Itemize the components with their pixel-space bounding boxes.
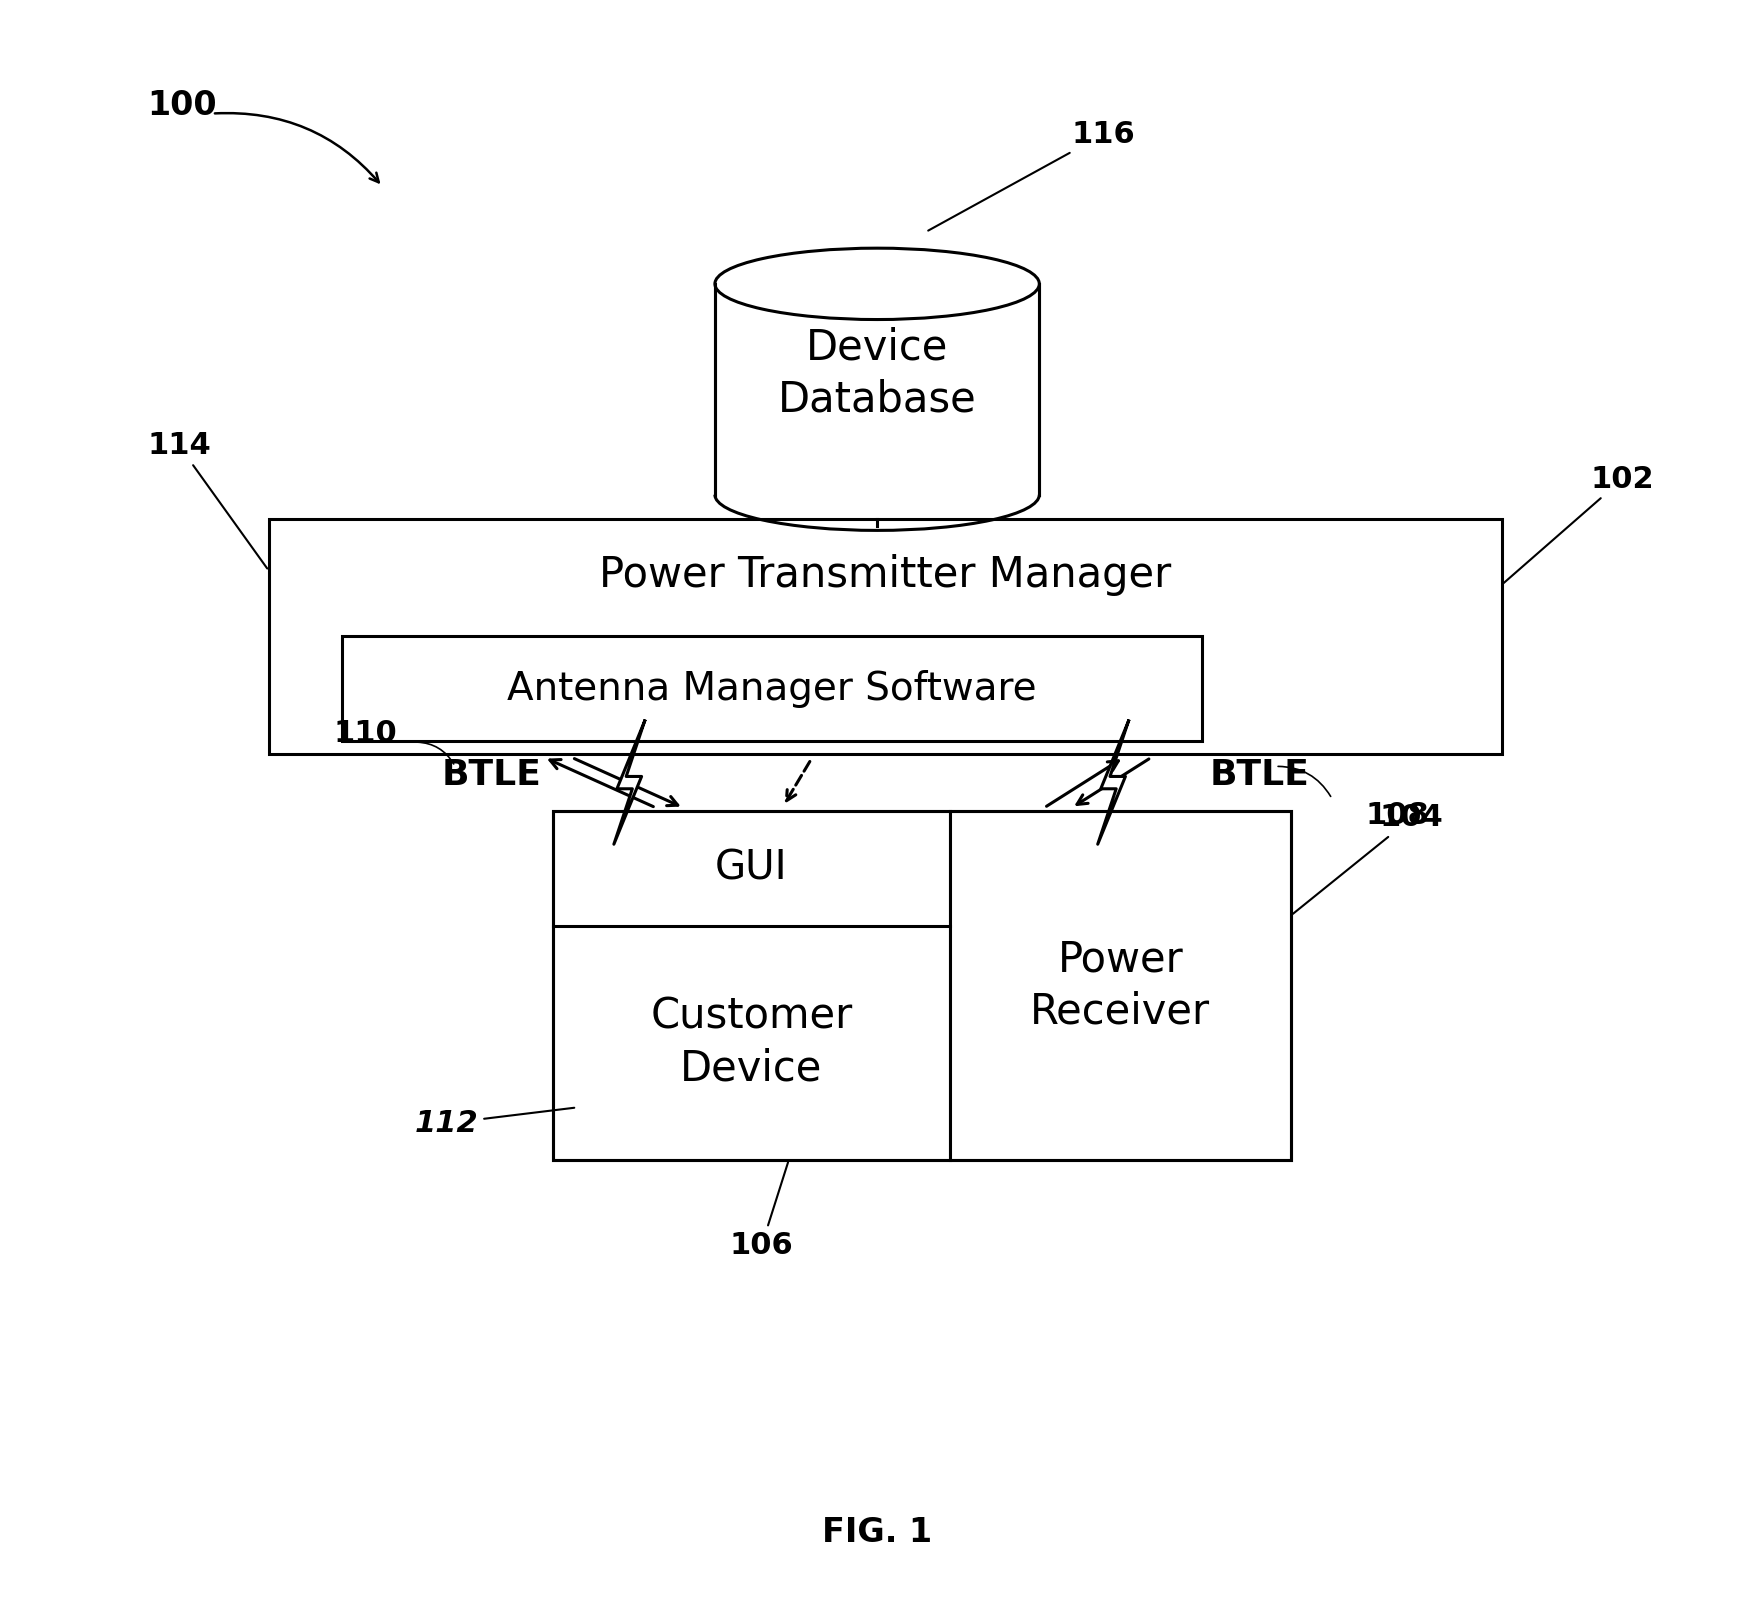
Text: GUI: GUI (714, 848, 787, 889)
Text: Antenna Manager Software: Antenna Manager Software (507, 670, 1036, 707)
Text: 112: 112 (415, 1108, 574, 1137)
Text: 108: 108 (1364, 801, 1429, 829)
Text: 104: 104 (1293, 803, 1444, 913)
Ellipse shape (714, 248, 1039, 320)
Polygon shape (1098, 720, 1128, 843)
Polygon shape (614, 720, 645, 843)
Bar (553, 811, 1291, 1160)
Text: Customer
Device: Customer Device (650, 996, 853, 1090)
Bar (553, 811, 951, 1160)
Bar (951, 811, 1291, 1160)
Text: 102: 102 (1503, 464, 1655, 582)
Text: Power
Receiver: Power Receiver (1031, 939, 1210, 1032)
Bar (269, 519, 1502, 754)
Text: 116: 116 (928, 120, 1135, 230)
Text: FIG. 1: FIG. 1 (822, 1517, 932, 1549)
Text: 100: 100 (148, 89, 217, 122)
Text: 114: 114 (148, 431, 268, 569)
Text: BTLE: BTLE (441, 757, 541, 792)
Text: BTLE: BTLE (1210, 757, 1309, 792)
Text: 106: 106 (730, 1163, 794, 1260)
Bar (342, 636, 1201, 741)
Text: 110: 110 (334, 720, 398, 748)
Bar (714, 284, 1039, 495)
Text: Power Transmitter Manager: Power Transmitter Manager (600, 555, 1171, 597)
Text: Device
Database: Device Database (777, 326, 977, 420)
